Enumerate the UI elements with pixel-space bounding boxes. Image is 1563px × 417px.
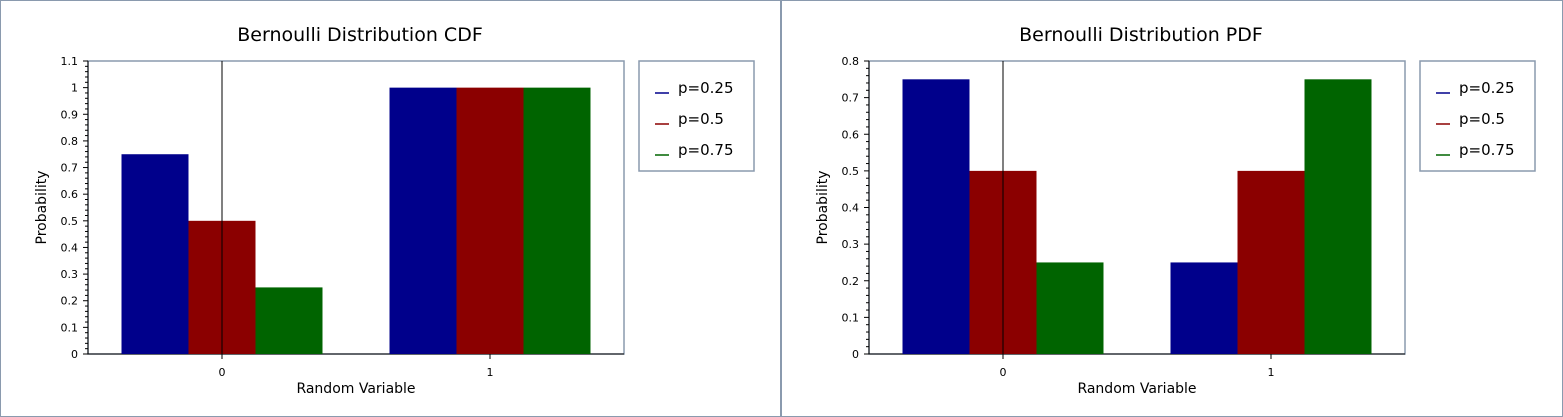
x-axis-label: Random Variable: [1077, 381, 1196, 397]
y-tick-label: 0.3: [842, 238, 860, 251]
y-tick-label: 1.1: [61, 55, 79, 68]
x-tick-label: 0: [219, 366, 226, 379]
cdf-chart-panel: Bernoulli Distribution CDF 0 0.1 0.2 0.3 0.4 0…: [0, 0, 781, 417]
y-tick-label: 0.1: [842, 311, 860, 324]
x-tick-label: 1: [487, 366, 494, 379]
y-axis-label: Probability: [815, 170, 831, 244]
y-tick-label: 0.8: [842, 55, 860, 68]
legend-box: [638, 60, 755, 172]
y-tick-label: 0.2: [61, 295, 79, 308]
bar-p-0-5-x1: [456, 87, 524, 355]
y-tick-label: 0.3: [61, 268, 79, 281]
legend: p=0.25 p=0.5 p=0.75: [1419, 60, 1536, 172]
legend-label: p=0.5: [678, 110, 724, 128]
bar-p-0-25-x1: [389, 87, 457, 355]
legend: p=0.25 p=0.5 p=0.75: [638, 60, 755, 172]
bar-p-0-75-x1: [523, 87, 591, 355]
legend-label: p=0.25: [1459, 79, 1515, 97]
y-tick-label: 0.8: [61, 135, 79, 148]
chart-title: Bernoulli Distribution CDF: [237, 24, 483, 46]
bar-p-0-75-x1: [1304, 79, 1372, 354]
y-tick-label: 0: [71, 348, 78, 361]
y-tick-label: 0: [852, 348, 859, 361]
y-tick-label: 0.5: [61, 215, 79, 228]
bar-p-0-75-x0: [1036, 262, 1104, 354]
x-tick-label: 0: [1000, 366, 1007, 379]
legend-label: p=0.5: [1459, 110, 1505, 128]
legend-label: p=0.75: [1459, 141, 1515, 159]
y-tick-label: 0.6: [842, 128, 860, 141]
y-axis-label: Probability: [34, 170, 50, 244]
y-tick-label: 0.5: [842, 165, 860, 178]
y-tick-label: 0.4: [842, 202, 860, 215]
y-tick-label: 0.7: [842, 92, 860, 105]
legend-label: p=0.75: [678, 141, 734, 159]
pdf-chart-panel: Bernoulli Distribution PDF 0 0.1 0.2 0.3 0.4 0…: [781, 0, 1563, 417]
legend-label: p=0.25: [678, 79, 734, 97]
bar-p-0-75-x0: [255, 287, 323, 354]
bar-p-0-5-x1: [1237, 170, 1305, 354]
bar-p-0-25-x0: [121, 154, 189, 354]
chart-title: Bernoulli Distribution PDF: [1019, 24, 1263, 46]
cdf-chart: Bernoulli Distribution CDF 0 0.1 0.2 0.3 0.4 0…: [34, 24, 755, 397]
y-tick-label: 0.6: [61, 188, 79, 201]
bar-p-0-25-x1: [1170, 262, 1238, 354]
pdf-chart: Bernoulli Distribution PDF 0 0.1 0.2 0.3 0.4 0…: [815, 24, 1536, 397]
y-tick-label: 0.7: [61, 162, 79, 175]
y-tick-label: 0.4: [61, 241, 79, 254]
y-tick-label: 1: [71, 82, 78, 95]
bar-p-0-25-x0: [902, 79, 970, 354]
y-tick-label: 0.2: [842, 275, 860, 288]
y-tick-label: 0.1: [61, 321, 79, 334]
x-axis-label: Random Variable: [296, 381, 415, 397]
legend-box: [1419, 60, 1536, 172]
y-tick-label: 0.9: [61, 108, 79, 121]
x-tick-label: 1: [1268, 366, 1275, 379]
